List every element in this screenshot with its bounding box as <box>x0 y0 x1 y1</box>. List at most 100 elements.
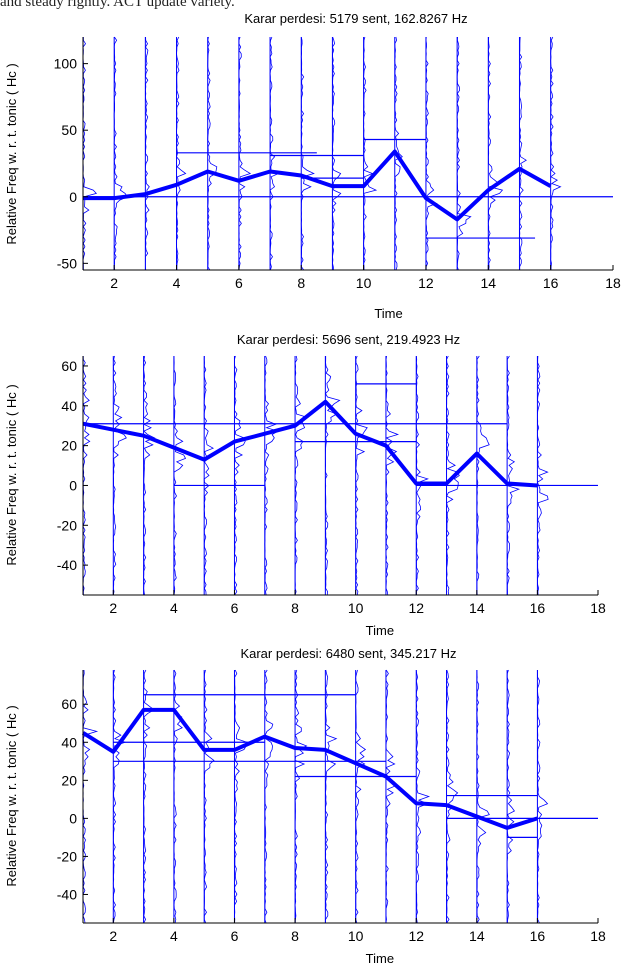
histogram-trace <box>112 355 127 596</box>
x-tick-label: 8 <box>291 928 299 944</box>
y-tick-label: 0 <box>69 189 77 205</box>
x-tick-label: 2 <box>109 928 117 944</box>
x-tick-label: 10 <box>356 275 372 291</box>
chart-title: Karar perdesi: 6480 sent, 345.217 Hz <box>240 646 456 661</box>
histogram-trace <box>113 36 129 271</box>
histogram-trace <box>300 36 315 271</box>
x-tick-label: 10 <box>348 600 364 616</box>
chart-panel-2: 2 4 6 8 10 12 14 16 18 -40 -20 0 20 40 60 Karar perdesi… <box>4 332 606 638</box>
y-tick-label: -20 <box>57 848 77 864</box>
histogram-trace <box>324 356 341 596</box>
histogram-trace <box>112 669 127 924</box>
histogram-trace <box>446 355 460 596</box>
y-tick-label: 20 <box>61 772 77 788</box>
histogram-trace <box>415 669 431 924</box>
histogram-trace <box>234 355 246 596</box>
x-tick-label: 12 <box>408 600 424 616</box>
histogram-trace <box>173 355 187 596</box>
histogram-trace <box>176 36 187 270</box>
histogram-trace <box>456 36 472 271</box>
chart-panel-3: 2 4 6 8 10 12 14 16 18 -40 -20 0 20 40 60 Karar perdesi… <box>4 646 606 966</box>
histogram-trace <box>82 37 98 270</box>
x-tick-label: 12 <box>418 275 434 291</box>
y-tick-label: 60 <box>61 358 77 374</box>
y-tick-label: 40 <box>61 734 77 750</box>
histogram-trace <box>550 36 562 271</box>
x-tick-label: 4 <box>170 600 178 616</box>
histogram-trace <box>394 36 403 271</box>
x-tick-label: 6 <box>235 275 243 291</box>
histogram-trace <box>536 669 549 924</box>
x-tick-label: 4 <box>173 275 181 291</box>
y-tick-label: -20 <box>57 517 77 533</box>
y-tick-label: 0 <box>69 810 77 826</box>
histogram-trace <box>385 669 397 924</box>
y-tick-label: 20 <box>61 438 77 454</box>
x-tick-label: 16 <box>530 600 546 616</box>
x-tick-label: 18 <box>605 275 621 291</box>
x-tick-label: 6 <box>231 928 239 944</box>
histogram-trace <box>446 669 459 924</box>
y-tick-label: 60 <box>61 696 77 712</box>
chart-title: Karar perdesi: 5179 sent, 162.8267 Hz <box>244 11 467 26</box>
histogram-trace <box>506 355 521 595</box>
x-tick-label: 18 <box>590 600 606 616</box>
x-tick-label: 2 <box>110 275 118 291</box>
y-axis-label: Relative Freq w. r. t. tonic ( Hc ) <box>4 63 19 244</box>
histogram-trace <box>324 669 338 924</box>
series-line <box>81 707 538 830</box>
x-tick-label: 14 <box>481 275 497 291</box>
y-tick-label: 0 <box>69 477 77 493</box>
x-tick-label: 4 <box>170 928 178 944</box>
x-tick-label: 14 <box>469 600 485 616</box>
histogram-trace <box>476 355 490 596</box>
histogram-trace <box>82 356 91 595</box>
x-tick-label: 18 <box>590 928 606 944</box>
histogram-trace <box>238 36 252 271</box>
x-tick-label: 10 <box>348 928 364 944</box>
y-tick-label: 40 <box>61 398 77 414</box>
y-tick-label: 50 <box>61 122 77 138</box>
series-line <box>83 149 552 222</box>
x-axis-label: Time <box>374 306 402 321</box>
histogram-trace <box>143 355 156 596</box>
histogram-trace <box>519 36 527 271</box>
histogram-trace <box>385 355 400 596</box>
histogram-trace <box>143 669 155 924</box>
y-axis-label: Relative Freq w. r. t. tonic ( Hc ) <box>4 384 19 565</box>
x-tick-label: 6 <box>231 600 239 616</box>
y-tick-label: 100 <box>54 56 78 72</box>
series-line <box>82 399 538 488</box>
histogram-trace <box>269 36 280 271</box>
histogram-trace <box>173 669 183 924</box>
histogram-trace <box>264 669 274 924</box>
histogram-trace <box>294 669 308 924</box>
histogram-trace <box>487 36 504 271</box>
x-tick-label: 8 <box>297 275 305 291</box>
histogram-trace <box>203 669 215 924</box>
y-axis-label: Relative Freq w. r. t. tonic ( Hc ) <box>4 705 19 886</box>
y-tick-label: -40 <box>57 557 77 573</box>
top-caption: and steady rightly. ACT update variety. <box>0 0 235 10</box>
x-tick-label: 8 <box>291 600 299 616</box>
histogram-trace <box>415 355 429 596</box>
chart-panel-1: 2 4 6 8 10 12 14 16 18 -50 0 50 100 Karar perdesi: 51… <box>4 11 621 321</box>
x-tick-label: 16 <box>543 275 559 291</box>
histogram-trace <box>82 669 99 924</box>
x-tick-label: 12 <box>408 928 424 944</box>
histogram-trace <box>506 669 515 924</box>
histogram-trace <box>294 355 309 596</box>
x-axis-label: Time <box>366 623 394 638</box>
histogram-trace <box>355 669 367 924</box>
histogram-trace <box>355 355 368 596</box>
y-tick-label: -50 <box>57 255 77 271</box>
histogram-trace <box>476 669 490 924</box>
histogram-trace <box>536 355 549 596</box>
histogram-trace <box>203 355 215 596</box>
histogram-trace <box>207 36 218 271</box>
x-tick-label: 2 <box>109 600 117 616</box>
x-tick-label: 14 <box>469 928 485 944</box>
x-tick-label: 16 <box>530 928 546 944</box>
histogram-trace <box>331 36 342 271</box>
